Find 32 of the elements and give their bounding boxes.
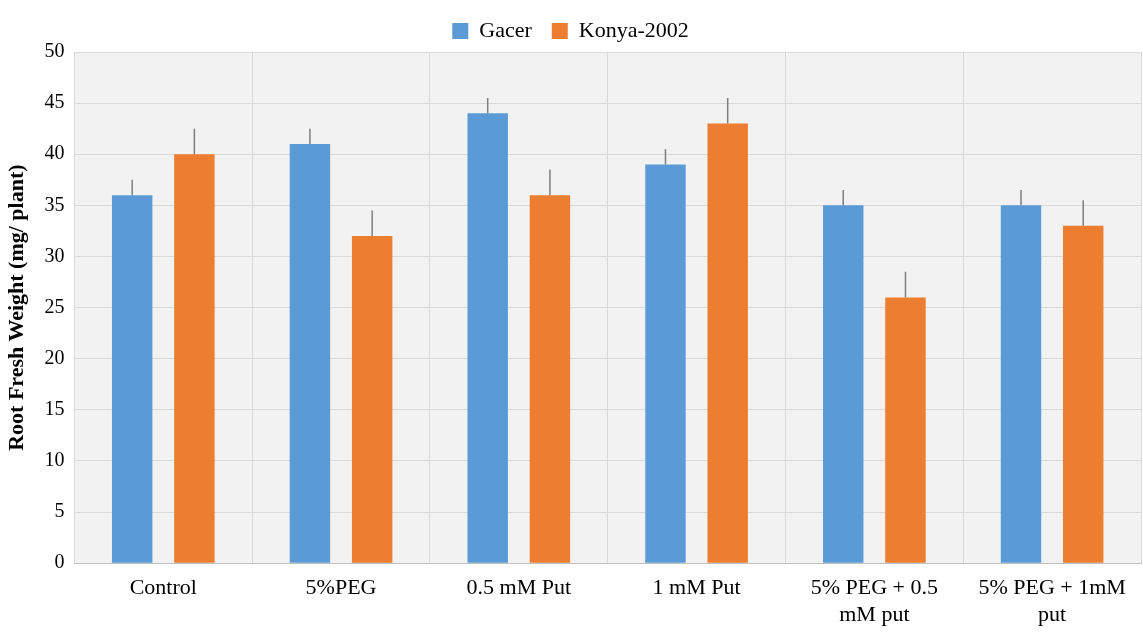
bar xyxy=(351,236,393,563)
y-tick-label: 50 xyxy=(44,39,65,62)
legend-label: Gacer xyxy=(479,16,533,42)
bar xyxy=(1000,205,1042,563)
bar xyxy=(645,164,686,563)
y-tick-label: 25 xyxy=(44,294,65,317)
bar xyxy=(1063,225,1104,563)
bar xyxy=(467,113,508,563)
bar xyxy=(707,123,748,563)
y-tick-label: 30 xyxy=(44,243,65,266)
bar xyxy=(529,195,571,563)
x-tick-label: 0.5 mM Put xyxy=(466,574,572,600)
bar xyxy=(885,297,926,563)
bar xyxy=(174,154,215,563)
legend-label: Konya-2002 xyxy=(578,16,689,42)
y-axis-title: Root Fresh Weight (mg/ plant) xyxy=(2,164,28,451)
y-tick-label: 0 xyxy=(54,550,65,573)
x-tick-label: 5% PEG + 1mM put xyxy=(978,574,1126,626)
x-tick-label: 5%PEG xyxy=(305,574,377,600)
bar xyxy=(111,195,153,563)
y-tick-label: 20 xyxy=(44,345,65,368)
y-tick-label: 15 xyxy=(44,397,65,420)
y-tick-label: 10 xyxy=(44,448,65,471)
bar xyxy=(823,205,864,563)
y-tick-label: 35 xyxy=(44,192,65,215)
x-tick-label: 1 mM Put xyxy=(652,574,741,600)
x-tick-label: Control xyxy=(129,574,197,600)
bar xyxy=(289,144,331,563)
y-tick-label: 45 xyxy=(44,90,65,113)
y-tick-label: 40 xyxy=(44,141,65,164)
y-tick-label: 5 xyxy=(54,499,65,522)
x-tick-label: 5% PEG + 0.5 mM put xyxy=(810,574,938,626)
